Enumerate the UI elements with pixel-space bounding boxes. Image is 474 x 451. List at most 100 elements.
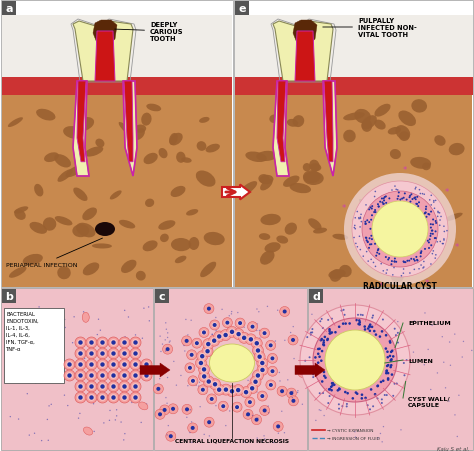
Text: DEEPLY
CARIOUS
TOOTH: DEEPLY CARIOUS TOOTH xyxy=(115,22,183,42)
Circle shape xyxy=(191,442,192,443)
Text: c: c xyxy=(159,291,165,301)
Circle shape xyxy=(306,336,308,338)
Circle shape xyxy=(292,399,295,403)
Circle shape xyxy=(132,339,139,346)
Circle shape xyxy=(402,261,404,263)
Polygon shape xyxy=(73,22,133,82)
Circle shape xyxy=(377,249,379,250)
Polygon shape xyxy=(295,32,315,82)
Circle shape xyxy=(141,370,152,381)
Text: *: * xyxy=(425,278,429,287)
Circle shape xyxy=(210,397,214,401)
Ellipse shape xyxy=(343,113,365,121)
Circle shape xyxy=(255,347,262,354)
Ellipse shape xyxy=(14,207,28,214)
Circle shape xyxy=(282,390,283,391)
Bar xyxy=(4,308,64,383)
Circle shape xyxy=(355,228,356,230)
Circle shape xyxy=(446,230,448,232)
Circle shape xyxy=(365,397,367,399)
Circle shape xyxy=(360,314,362,316)
Circle shape xyxy=(337,389,339,392)
Circle shape xyxy=(204,417,214,427)
Circle shape xyxy=(387,403,388,404)
Bar xyxy=(2,2,16,16)
Circle shape xyxy=(77,350,84,357)
Text: *: * xyxy=(455,243,459,252)
Circle shape xyxy=(404,193,406,195)
Circle shape xyxy=(317,362,319,364)
Ellipse shape xyxy=(14,210,26,221)
Circle shape xyxy=(355,437,356,438)
Circle shape xyxy=(198,385,208,395)
Circle shape xyxy=(352,349,353,350)
Circle shape xyxy=(205,349,210,354)
Circle shape xyxy=(195,358,207,368)
Circle shape xyxy=(357,314,359,316)
Ellipse shape xyxy=(369,198,379,205)
Text: b: b xyxy=(5,291,13,301)
Circle shape xyxy=(378,206,380,208)
Circle shape xyxy=(318,348,321,350)
Polygon shape xyxy=(323,82,337,177)
Circle shape xyxy=(301,371,305,375)
Circle shape xyxy=(403,269,404,270)
Circle shape xyxy=(415,187,417,189)
Circle shape xyxy=(389,355,391,358)
Text: → INGRESSION OF FLUID: → INGRESSION OF FLUID xyxy=(327,436,380,440)
Circle shape xyxy=(166,403,168,404)
Circle shape xyxy=(75,381,86,392)
Circle shape xyxy=(190,409,191,410)
Ellipse shape xyxy=(269,115,279,124)
Circle shape xyxy=(359,236,360,238)
Circle shape xyxy=(110,394,117,401)
Circle shape xyxy=(146,404,147,405)
Circle shape xyxy=(300,366,301,368)
Circle shape xyxy=(190,378,196,384)
Ellipse shape xyxy=(138,402,148,410)
Circle shape xyxy=(331,382,333,385)
Circle shape xyxy=(411,198,413,201)
Circle shape xyxy=(327,338,329,341)
Circle shape xyxy=(260,368,264,373)
Circle shape xyxy=(256,354,263,360)
Circle shape xyxy=(263,330,264,331)
Circle shape xyxy=(362,381,364,382)
Ellipse shape xyxy=(332,234,348,240)
Circle shape xyxy=(249,337,253,342)
Circle shape xyxy=(184,350,185,352)
Circle shape xyxy=(383,198,385,200)
Circle shape xyxy=(235,387,242,394)
Ellipse shape xyxy=(259,234,270,240)
Circle shape xyxy=(288,335,298,345)
Circle shape xyxy=(329,332,332,335)
Circle shape xyxy=(34,433,35,434)
Circle shape xyxy=(346,392,349,395)
Circle shape xyxy=(252,415,262,425)
Circle shape xyxy=(361,397,363,400)
Circle shape xyxy=(99,350,106,357)
Circle shape xyxy=(234,374,236,375)
Circle shape xyxy=(383,271,384,272)
Circle shape xyxy=(310,332,312,334)
Circle shape xyxy=(325,330,385,390)
Circle shape xyxy=(346,403,348,405)
Circle shape xyxy=(419,256,422,258)
Circle shape xyxy=(398,192,400,194)
Circle shape xyxy=(435,221,437,222)
Circle shape xyxy=(368,326,371,328)
Circle shape xyxy=(269,355,275,362)
Circle shape xyxy=(210,320,219,330)
Circle shape xyxy=(382,319,384,321)
Circle shape xyxy=(276,424,280,428)
Ellipse shape xyxy=(258,175,269,184)
Circle shape xyxy=(211,337,218,345)
Circle shape xyxy=(115,419,116,421)
Circle shape xyxy=(360,218,361,220)
Ellipse shape xyxy=(449,143,465,156)
Circle shape xyxy=(132,383,139,390)
Circle shape xyxy=(290,391,293,395)
Ellipse shape xyxy=(330,270,342,282)
Circle shape xyxy=(292,326,294,327)
Circle shape xyxy=(215,330,217,331)
